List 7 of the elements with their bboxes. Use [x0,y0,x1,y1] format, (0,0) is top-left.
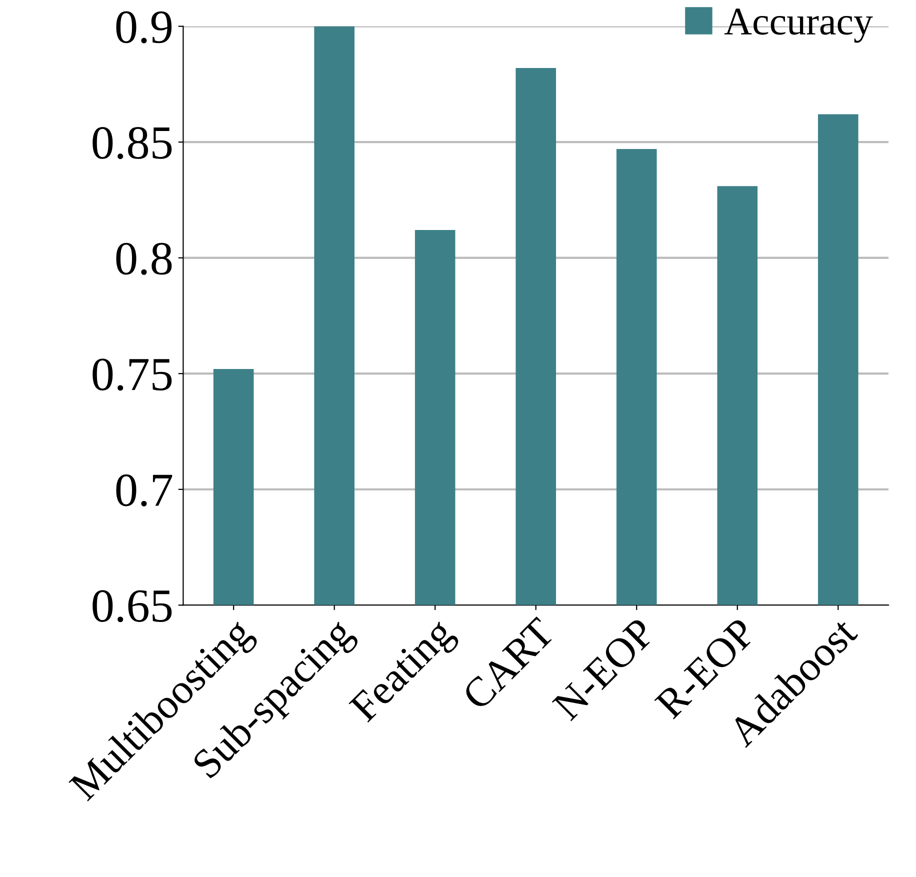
y-tick-label: 0.9 [116,11,172,44]
y-tick-label: 0.75 [92,358,172,391]
y-tick-label: 0.65 [92,590,172,622]
y-tick-label: 0.8 [116,242,172,275]
y-tick-label: 0.85 [92,127,172,160]
legend-label: Accuracy [724,8,873,43]
y-tick-label: 0.7 [116,474,172,506]
